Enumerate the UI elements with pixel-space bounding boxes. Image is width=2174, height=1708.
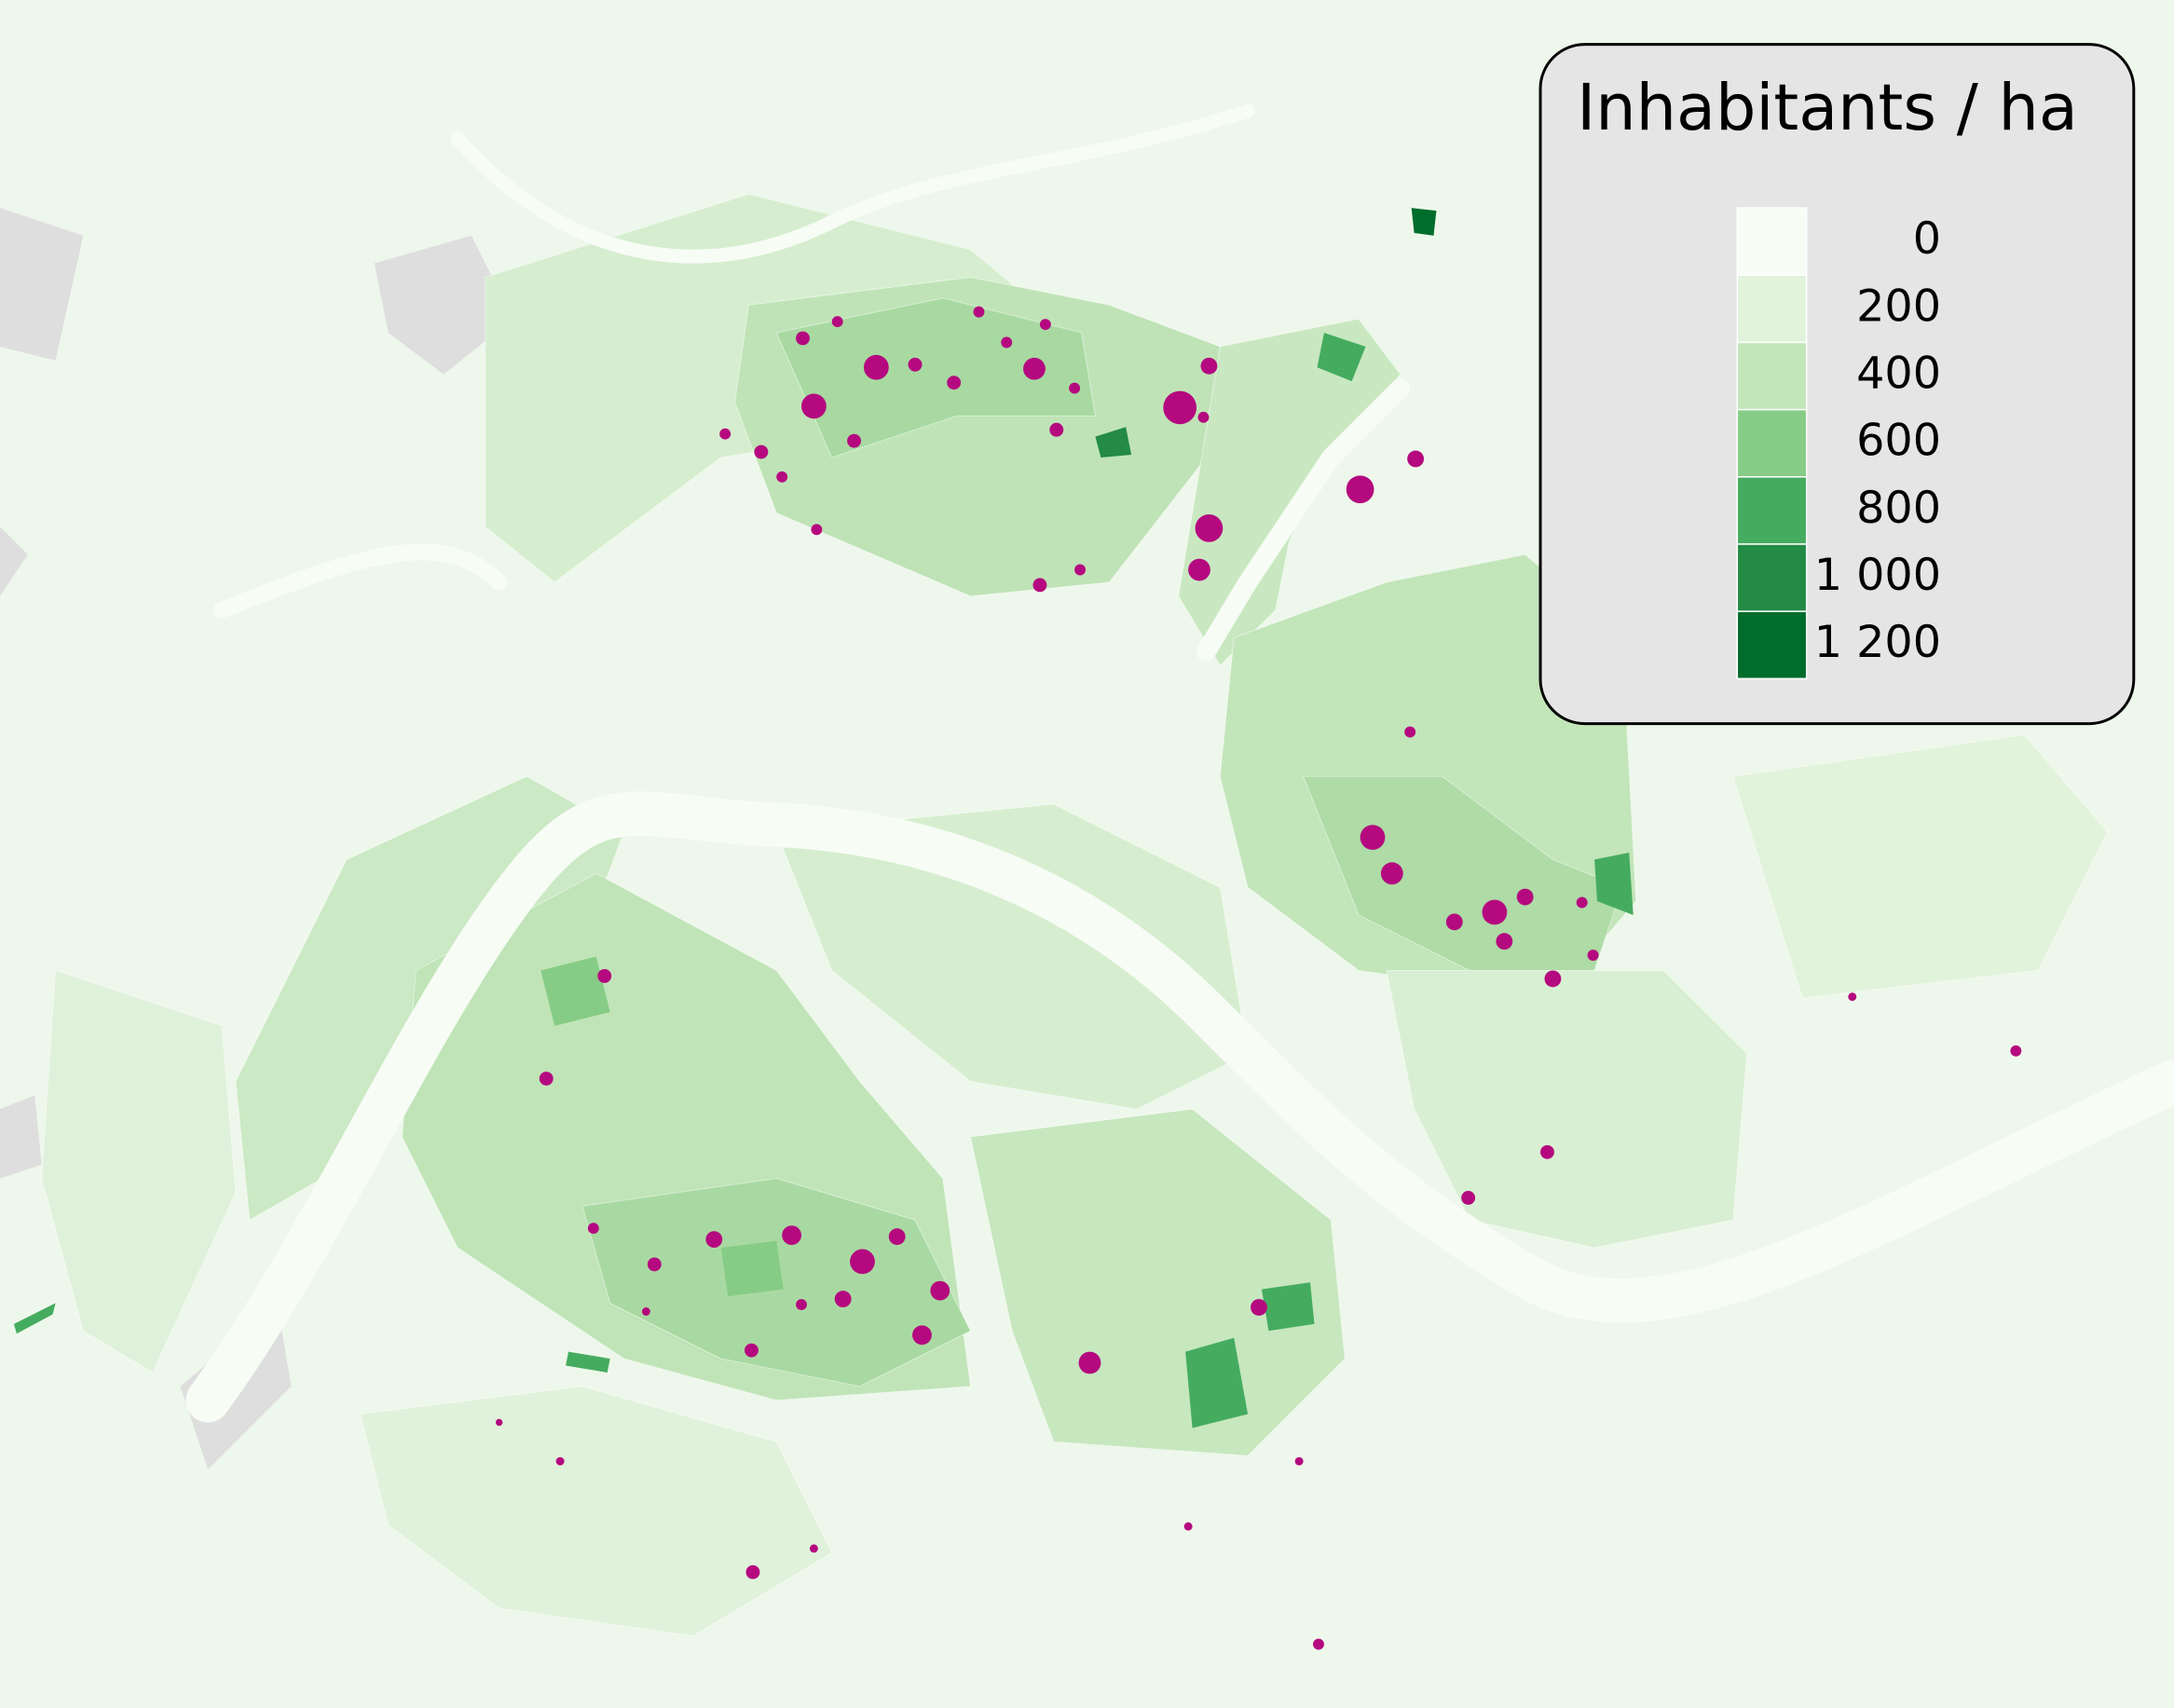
legend-label: 400 [1856, 348, 1941, 400]
legend-label: 800 [1856, 483, 1941, 534]
legend-label: 200 [1856, 280, 1941, 332]
legend-label: 1 000 [1814, 550, 1941, 601]
legend-swatch [1736, 274, 1808, 344]
legend-label: 1 200 [1814, 617, 1941, 668]
legend-title: Inhabitants / ha [1577, 71, 2078, 145]
points [495, 306, 2022, 1650]
legend-swatch [1736, 543, 1808, 612]
legend-label: 600 [1856, 416, 1941, 467]
legend-label: 0 [1913, 213, 1941, 265]
legend-swatch [1736, 476, 1808, 545]
river [185, 103, 2174, 1423]
legend: Inhabitants / ha 0 200 400 600 800 1 000 1 200 [1538, 43, 2136, 726]
legend-box [1538, 43, 2136, 726]
legend-swatch [1736, 408, 1808, 478]
legend-swatch [1736, 610, 1808, 680]
legend-swatch [1736, 207, 1808, 277]
legend-swatch [1736, 341, 1808, 411]
